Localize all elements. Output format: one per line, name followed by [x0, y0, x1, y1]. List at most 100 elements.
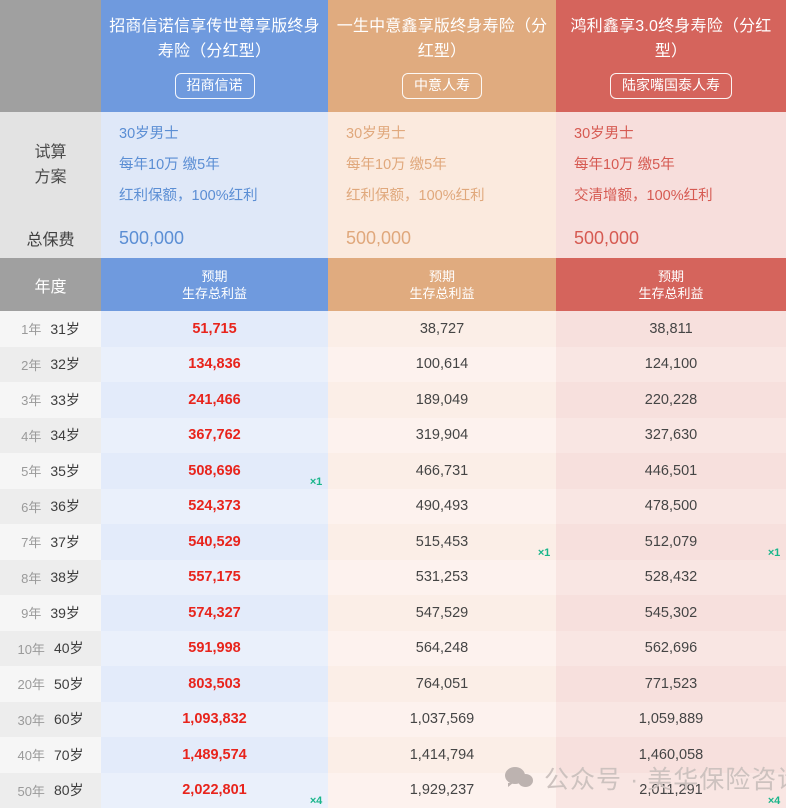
table-row: 5年 35岁 508,696 ×1 466,731 446,501	[0, 453, 786, 489]
benefit-value: 515,453	[415, 533, 469, 550]
benefit-value-cell: 189,049	[328, 382, 556, 418]
row-year-age: 3年 33岁	[0, 382, 101, 418]
table-row: 8年 38岁 557,175 531,253 528,432	[0, 559, 786, 595]
premium-value-1: 500,000	[101, 218, 328, 258]
row-age: 39岁	[50, 604, 80, 621]
benefit-value: 466,731	[415, 462, 469, 479]
row-age: 35岁	[50, 462, 80, 479]
row-age: 34岁	[50, 427, 80, 444]
breakeven-marker: ×4	[767, 795, 780, 807]
benefit-value-cell: 100,614	[328, 346, 556, 382]
row-year: 3年	[21, 393, 42, 409]
row-age: 36岁	[50, 498, 80, 515]
benefit-value-cell: 241,466	[101, 382, 328, 418]
row-year-age: 1年 31岁	[0, 311, 101, 347]
row-year-age: 6年 36岁	[0, 488, 101, 524]
plan-1-line2: 每年10万 缴5年	[119, 156, 220, 173]
benefit-value: 528,432	[644, 569, 698, 586]
plan-row-label-line1: 试算	[34, 144, 67, 161]
benefit-value-cell: 531,253	[328, 559, 556, 595]
benefit-value-cell: 1,489,574	[101, 737, 328, 773]
table-row: 40年 70岁 1,489,574 1,414,794 1,460,058	[0, 737, 786, 773]
benefit-value: 220,228	[644, 391, 698, 408]
benefit-value-cell: 478,500	[556, 488, 786, 524]
benefit-value: 591,998	[188, 640, 241, 657]
breakeven-marker: ×1	[537, 546, 550, 559]
row-year: 50年	[17, 783, 45, 799]
benefit-header-2-line1: 预期	[428, 268, 455, 284]
premium-row-label: 总保费	[0, 218, 101, 258]
product-name-2: 一生中意鑫享版终身寿险（分红型）	[336, 17, 548, 60]
benefit-value: 1,414,794	[409, 746, 475, 763]
plan-3-line2: 每年10万 缴5年	[574, 156, 675, 173]
benefit-value: 547,529	[415, 604, 469, 621]
benefit-value-cell: 540,529	[101, 524, 328, 560]
benefit-value: 557,175	[188, 569, 241, 586]
row-year-age: 2年 32岁	[0, 346, 101, 382]
product-title-row: 招商信诺信享传世尊享版终身寿险（分红型） 招商信诺 一生中意鑫享版终身寿险（分红…	[0, 0, 786, 112]
benefit-value: 803,503	[188, 675, 241, 692]
premium-value-2: 500,000	[328, 218, 556, 258]
benefit-value-cell: 545,302	[556, 595, 786, 631]
benefit-value-cell: 547,529	[328, 595, 556, 631]
row-year: 9年	[21, 606, 42, 622]
benefit-value-cell: 220,228	[556, 382, 786, 418]
benefit-value: 490,493	[415, 498, 469, 515]
benefit-value-cell: 319,904	[328, 417, 556, 453]
product-name-3: 鸿利鑫享3.0终身寿险（分红型）	[570, 17, 772, 60]
benefit-value: 38,727	[419, 320, 465, 337]
benefit-value-cell: 38,727	[328, 311, 556, 347]
row-age: 31岁	[50, 320, 80, 337]
plan-1-line3: 红利保额，100%红利	[119, 187, 258, 204]
benefit-value: 1,037,569	[409, 711, 475, 728]
benefit-value-cell: 367,762	[101, 417, 328, 453]
year-column-header: 年度	[0, 258, 101, 311]
row-year-age: 20年 50岁	[0, 666, 101, 702]
benefit-value: 1,929,237	[409, 782, 475, 799]
benefit-value: 508,696	[188, 462, 241, 479]
benefit-value: 512,079	[644, 533, 698, 550]
plan-row-label-line2: 方案	[34, 169, 67, 186]
row-year: 2年	[21, 357, 42, 373]
row-year: 30年	[17, 712, 45, 728]
benefit-value: 524,373	[188, 498, 241, 515]
benefit-header-1: 预期 生存总利益	[101, 258, 328, 311]
row-year: 6年	[21, 499, 42, 515]
row-year: 5年	[21, 464, 42, 480]
benefit-value: 1,489,574	[182, 746, 247, 763]
benefit-data-rows: 1年 31岁 51,715 38,727 38,811 2年 32岁 134,836 100,6…	[0, 311, 786, 808]
benefit-value-cell: 557,175	[101, 559, 328, 595]
row-year-age: 30年 60岁	[0, 701, 101, 737]
table-row: 50年 80岁 2,022,801 ×4 1,929,237 2,011,291 ×4	[0, 772, 786, 808]
row-year-age: 8年 38岁	[0, 559, 101, 595]
benefit-column-header-row: 年度 预期 生存总利益 预期 生存总利益 预期 生存总利益	[0, 258, 786, 311]
row-age: 32岁	[50, 356, 80, 373]
row-year: 1年	[21, 322, 42, 338]
benefit-value: 367,762	[188, 427, 241, 444]
benefit-value: 1,460,058	[638, 746, 704, 763]
benefit-value: 2,011,291	[639, 782, 703, 799]
table-row: 3年 33岁 241,466 189,049 220,228	[0, 382, 786, 418]
benefit-value-cell: 38,811	[556, 311, 786, 347]
benefit-value-cell: 1,059,889	[556, 701, 786, 737]
plan-3-line3: 交清增额，100%红利	[574, 187, 713, 204]
benefit-value-cell: 1,037,569	[328, 701, 556, 737]
benefit-value: 545,302	[644, 604, 698, 621]
benefit-value-cell: 2,011,291 ×4	[556, 772, 786, 808]
benefit-value-cell: 1,414,794	[328, 737, 556, 773]
benefit-header-3-line2: 生存总利益	[638, 285, 704, 301]
row-year-age: 7年 37岁	[0, 524, 101, 560]
benefit-header-1-line1: 预期	[201, 268, 228, 284]
benefit-value-cell: 591,998	[101, 630, 328, 666]
benefit-value: 562,696	[644, 640, 698, 657]
benefit-value: 100,614	[415, 356, 469, 373]
plan-cell-1: 30岁男士 每年10万 缴5年 红利保额，100%红利	[101, 112, 328, 218]
benefit-header-3-line1: 预期	[657, 268, 684, 284]
row-year-age: 9年 39岁	[0, 595, 101, 631]
product-header-1: 招商信诺信享传世尊享版终身寿险（分红型） 招商信诺	[101, 0, 328, 112]
plan-detail-row: 试算 方案 30岁男士 每年10万 缴5年 红利保额，100%红利 30岁男士 …	[0, 112, 786, 218]
row-age: 37岁	[50, 533, 80, 550]
product-name-1: 招商信诺信享传世尊享版终身寿险（分红型）	[109, 17, 320, 60]
plan-cell-3: 30岁男士 每年10万 缴5年 交清增额，100%红利	[556, 112, 786, 218]
